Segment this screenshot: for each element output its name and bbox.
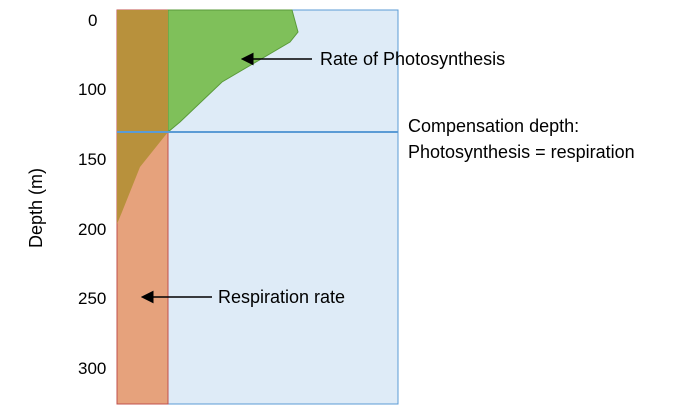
tick-label-150: 150 xyxy=(78,150,106,169)
compensation-label-line2: Photosynthesis = respiration xyxy=(408,142,635,162)
tick-label-300: 300 xyxy=(78,359,106,378)
respiration-label: Respiration rate xyxy=(218,287,345,307)
tick-label-100: 100 xyxy=(78,80,106,99)
compensation-label-line1: Compensation depth: xyxy=(408,116,579,136)
tick-label-200: 200 xyxy=(78,220,106,239)
y-axis-label: Depth (m) xyxy=(26,168,46,248)
photosynthesis-area xyxy=(167,9,299,134)
tick-label-250: 250 xyxy=(78,289,106,308)
tick-label-0: 0 xyxy=(88,11,97,30)
photosynthesis-label: Rate of Photosynthesis xyxy=(320,49,505,69)
overlap-area xyxy=(117,10,168,224)
